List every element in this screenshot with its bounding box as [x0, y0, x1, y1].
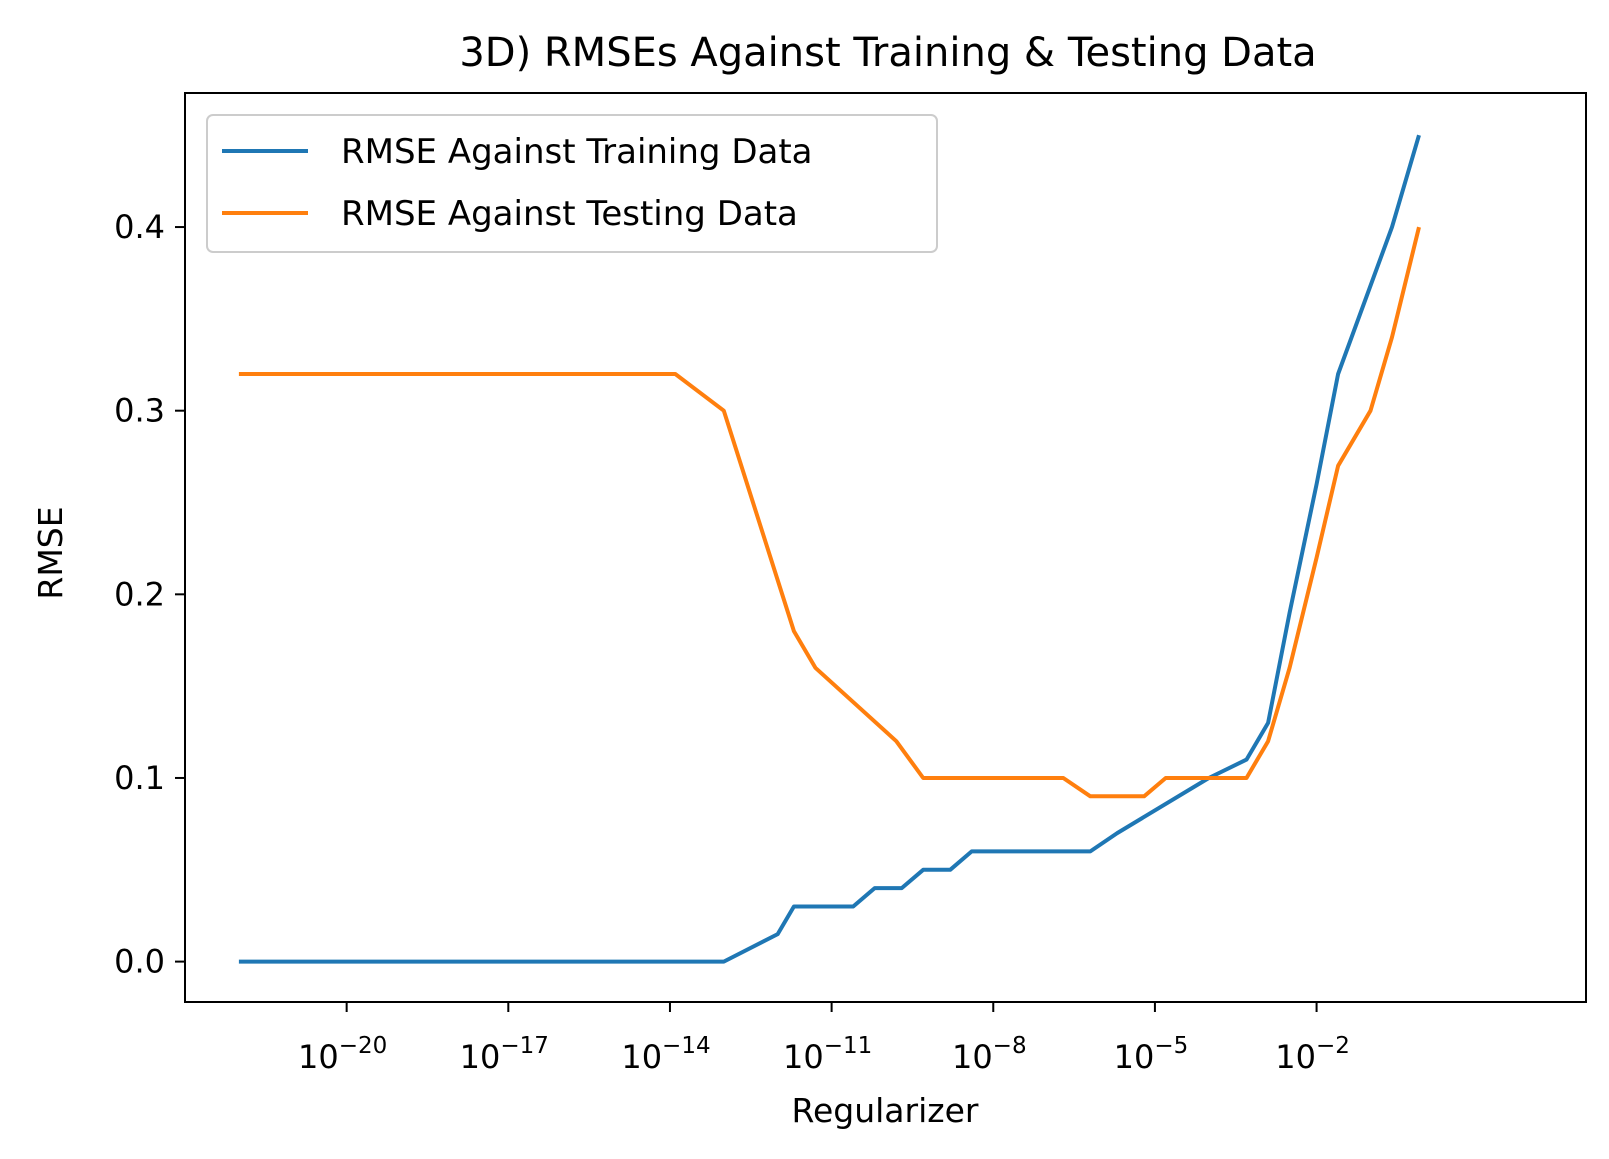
x-tick-label: 10−17 — [460, 1033, 549, 1076]
y-axis: 0.0 0.1 0.2 0.3 0.4 — [114, 208, 185, 981]
x-tick-label: 10−5 — [1114, 1033, 1189, 1076]
y-tick-label: 0.4 — [114, 208, 165, 246]
x-tick-label: 10−20 — [298, 1033, 387, 1076]
x-axis-label: Regularizer — [792, 1091, 979, 1130]
legend-box — [206, 114, 938, 253]
plot-frame — [184, 92, 1587, 1003]
x-tick-label: 10−11 — [783, 1033, 872, 1076]
series-line-training — [238, 134, 1421, 964]
series-line-testing — [238, 226, 1421, 799]
y-tick-label: 0.0 — [114, 943, 165, 981]
x-tick-label: 10−14 — [621, 1033, 710, 1076]
y-axis-label: RMSE — [31, 506, 70, 599]
plot-area — [238, 134, 1421, 964]
legend: RMSE Against Training Data RMSE Against … — [206, 114, 938, 253]
x-tick-label: 10−8 — [952, 1033, 1027, 1076]
legend-label-training: RMSE Against Training Data — [341, 132, 813, 172]
y-tick-label: 0.1 — [114, 759, 165, 797]
x-axis: 10−20 10−17 10−14 10−11 10−8 10−5 10−2 — [298, 1002, 1350, 1076]
y-tick-label: 0.2 — [114, 575, 165, 613]
x-tick-label: 10−2 — [1275, 1033, 1350, 1076]
chart-title: 3D) RMSEs Against Training & Testing Dat… — [459, 30, 1316, 76]
legend-label-testing: RMSE Against Testing Data — [341, 194, 798, 234]
y-tick-label: 0.3 — [114, 392, 165, 430]
